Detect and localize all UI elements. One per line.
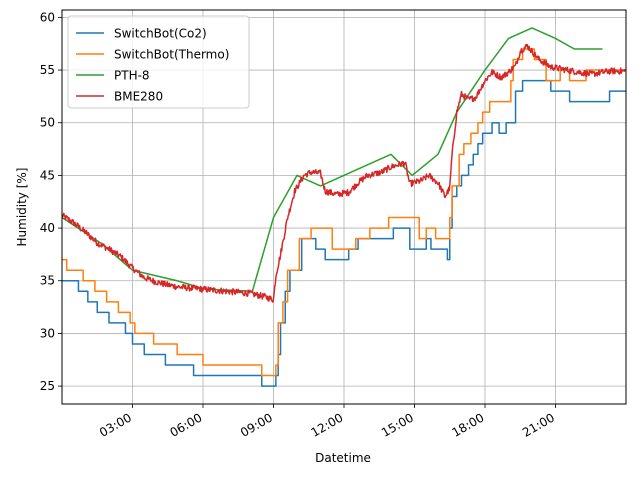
y-tick-label: 35 [40,274,55,288]
y-tick-label: 40 [40,221,55,235]
y-tick-label: 55 [40,63,55,77]
y-tick-label: 60 [40,10,55,24]
legend-label-switchbot-co2: SwitchBot(Co2) [114,27,207,41]
y-axis-label: Humidity [%] [15,168,29,247]
legend-label-bme280: BME280 [114,90,163,104]
y-tick-label: 30 [40,326,55,340]
legend-label-switchbot-thermo: SwitchBot(Thermo) [114,48,229,62]
x-axis-label: Datetime [315,451,371,465]
series-line-bme280 [62,43,626,303]
legend-label-pth-8: PTH-8 [114,69,150,83]
y-tick-label: 50 [40,116,55,130]
legend: SwitchBot(Co2) SwitchBot(Thermo) PTH-8 BME2… [67,15,250,109]
series-line-pth-8 [62,27,603,293]
y-tick-label: 25 [40,379,55,393]
plot-series [62,27,626,387]
series-line-switchbot-co2 [62,79,626,387]
legend-box [67,15,250,109]
grid-lines [62,10,626,404]
y-tick-label: 45 [40,168,55,182]
